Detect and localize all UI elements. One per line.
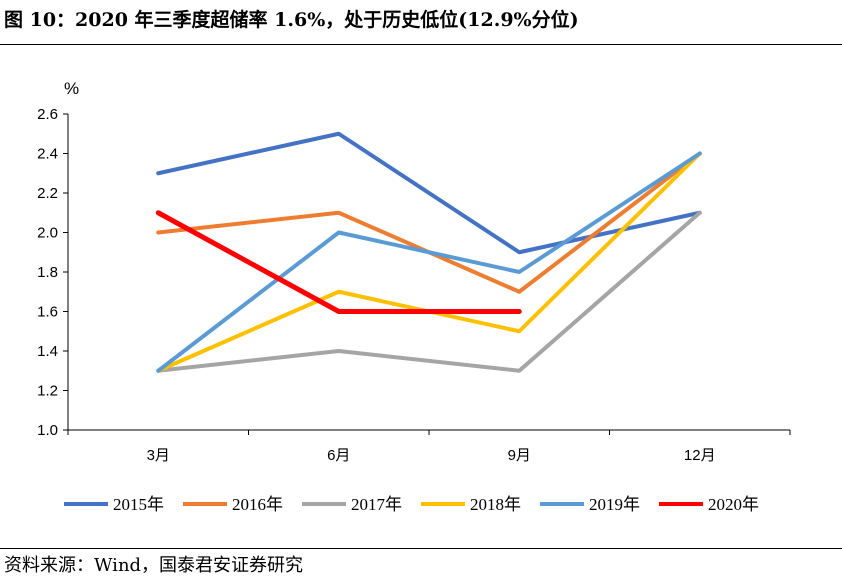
legend-label: 2020年: [708, 495, 759, 514]
top-rule: [0, 44, 842, 45]
line-chart: % 1.0 1.2 1.4 1.6 1.8 2.0 2.2 2.4 2.6 3月 6月 9月 12月 20…: [37, 79, 791, 514]
legend-label: 2016年: [232, 495, 283, 514]
legend-label: 2018年: [470, 495, 521, 514]
y-tick-label: 1.0: [37, 422, 58, 439]
legend-label: 2015年: [113, 495, 164, 514]
series-line: [155, 210, 522, 314]
y-tick-label: 2.0: [37, 225, 58, 242]
y-tick-label: 1.6: [37, 304, 58, 321]
y-tick-label: 2.4: [37, 146, 58, 163]
series-line: [156, 210, 702, 373]
x-tick-label: 12月: [684, 447, 716, 464]
legend-label: 2017年: [351, 495, 402, 514]
y-tick-label: 1.8: [37, 264, 58, 281]
y-tick-label: 1.4: [37, 343, 58, 360]
y-unit-label: %: [64, 79, 79, 98]
x-tick-label: 6月: [327, 447, 350, 464]
axes: % 1.0 1.2 1.4 1.6 1.8 2.0 2.2 2.4 2.6 3月 6月 9月 12月: [37, 79, 791, 464]
y-tick-label: 1.2: [37, 383, 58, 400]
series-layer: [155, 131, 702, 373]
legend: 2015年 2016年 2017年 2018年 2019年 2020年: [64, 495, 759, 514]
series-line: [156, 131, 702, 255]
legend-label: 2019年: [589, 495, 640, 514]
source-note: 资料来源：Wind，国泰君安证券研究: [4, 555, 304, 576]
x-tick-label: 9月: [508, 447, 531, 464]
series-line: [156, 151, 702, 373]
bottom-rule: [0, 548, 842, 549]
y-tick-label: 2.6: [37, 106, 58, 123]
x-tick-label: 3月: [147, 447, 170, 464]
series-line: [156, 151, 702, 373]
series-line: [156, 151, 702, 294]
y-tick-label: 2.2: [37, 185, 58, 202]
chart-title: 图 10：2020 年三季度超储率 1.6%，处于历史低位(12.9%分位): [4, 9, 579, 31]
